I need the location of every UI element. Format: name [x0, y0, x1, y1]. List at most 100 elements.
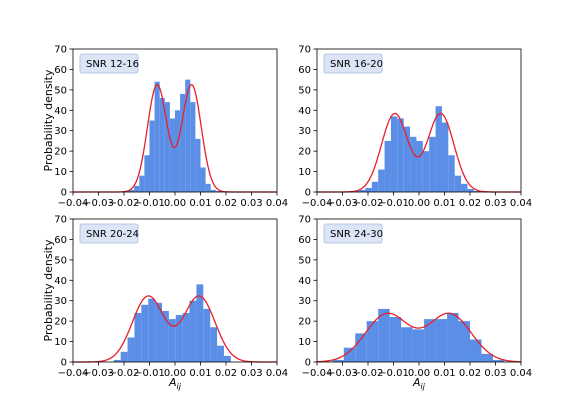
x-tick-label: 0.00 [408, 368, 430, 379]
subplot-1: −0.04−0.03−0.02−0.01 0.00 0.01 0.02 0.03 0.04… [54, 45, 288, 210]
histogram-bar [215, 190, 221, 192]
histogram-bar [139, 175, 145, 192]
histogram-bar [127, 337, 135, 362]
y-tick-label: 20 [298, 147, 311, 158]
histogram-bar [169, 118, 175, 192]
histogram-bar [134, 185, 140, 192]
histogram-bar [365, 187, 372, 192]
subplot-3: −0.04−0.03−0.02−0.01 0.00 0.01 0.02 0.03 0.04… [54, 215, 288, 380]
y-tick-label: 70 [298, 45, 311, 56]
histogram-bar [401, 327, 413, 362]
x-tick-label: −0.01 [134, 198, 165, 209]
histogram-bar [159, 98, 165, 192]
histogram-bar [492, 359, 505, 362]
snr-label-box [79, 53, 139, 74]
histogram-bar [403, 126, 411, 192]
y-tick-label: 20 [298, 317, 311, 328]
histogram-bar [412, 329, 425, 362]
x-tick-label: 0.04 [510, 368, 532, 379]
x-tick-label: 0.01 [189, 198, 211, 209]
y-tick-label: 60 [298, 65, 311, 76]
snr-label-text: SNR 20-24 [86, 229, 139, 240]
histogram-bar [461, 183, 468, 192]
histogram-bar [149, 120, 155, 192]
x-tick-label: 0.03 [240, 198, 262, 209]
histogram-bar [378, 308, 390, 362]
y-tick-label: 40 [54, 106, 67, 117]
histogram-bar [185, 79, 191, 192]
subplot-2: −0.04−0.03−0.02−0.01 0.00 0.01 0.02 0.03 0.04… [298, 45, 532, 210]
x-tick-label: 0.02 [459, 198, 481, 209]
x-tick-label: −0.03 [327, 368, 358, 379]
histogram-bar [223, 355, 231, 362]
y-tick-label: 60 [54, 65, 67, 76]
histogram-bar [190, 102, 196, 192]
snr-label: SNR 16-20 [323, 53, 383, 74]
histogram-bar [175, 315, 183, 362]
histogram-bar [182, 312, 190, 362]
x-tick-label: −0.04 [302, 198, 333, 209]
x-tick-label: −0.02 [109, 198, 140, 209]
y-tick-label: 40 [298, 106, 311, 117]
y-tick-label: 50 [298, 255, 311, 266]
histogram-bar [168, 319, 176, 362]
histogram-bar [371, 181, 379, 192]
histogram-bar [332, 359, 344, 362]
x-tick-label: −0.04 [58, 198, 89, 209]
histogram-bar [154, 81, 160, 192]
y-tick-label: 50 [54, 255, 67, 266]
histogram-bar [429, 136, 436, 192]
snr-label: SNR 20-24 [79, 223, 139, 244]
histogram-bar [180, 93, 186, 192]
histogram-bar [175, 110, 181, 192]
histogram-bar [416, 140, 423, 192]
y-tick-label: 30 [298, 126, 311, 137]
x-tick-label: 0.01 [189, 368, 211, 379]
histogram-bar [148, 298, 156, 362]
histogram-bar [359, 189, 366, 192]
histogram-bar [384, 140, 391, 192]
histogram-bar [200, 167, 206, 192]
y-tick-label: 40 [54, 276, 67, 287]
subplot-4: −0.04−0.03−0.02−0.01 0.00 0.01 0.02 0.03 0.04… [298, 215, 532, 380]
y-tick-label: 0 [305, 188, 311, 199]
x-tick-label: −0.03 [83, 198, 114, 209]
histogram-bar [378, 169, 385, 192]
snr-label-box [323, 53, 383, 74]
x-axis-label-main: A [412, 376, 421, 389]
histogram-bar [196, 284, 204, 362]
x-tick-label: 0.03 [484, 198, 506, 209]
histogram-bar [470, 339, 482, 362]
y-tick-label: 60 [54, 235, 67, 246]
histogram-bar [210, 327, 218, 362]
histogram-bar [422, 151, 430, 192]
y-tick-label: 50 [54, 85, 67, 96]
x-tick-label: 0.04 [510, 198, 532, 209]
histogram-bar [467, 188, 474, 192]
histogram-bar [120, 351, 128, 362]
histogram-bar [389, 317, 402, 362]
histogram-bar [441, 122, 449, 192]
x-tick-label: 0.03 [484, 368, 506, 379]
histogram-bar [164, 102, 170, 192]
histogram-bar [161, 310, 169, 362]
x-tick-label: 0.02 [215, 368, 237, 379]
y-tick-label: 10 [54, 167, 67, 178]
x-tick-label: 0.00 [408, 198, 430, 209]
histogram-bar [343, 347, 356, 362]
x-tick-label: 0.04 [266, 198, 288, 209]
y-tick-label: 0 [61, 188, 67, 199]
x-tick-label: −0.04 [58, 368, 89, 379]
snr-label-text: SNR 12-16 [86, 59, 139, 70]
snr-label-text: SNR 24-30 [330, 229, 383, 240]
y-tick-label: 70 [298, 215, 311, 226]
x-tick-label: −0.01 [378, 198, 409, 209]
histogram-bar [454, 175, 462, 192]
histogram-bar [144, 155, 150, 192]
x-tick-label: 0.00 [164, 198, 186, 209]
histogram-bar [195, 138, 201, 192]
y-tick-label: 30 [54, 126, 67, 137]
snr-label-box [323, 223, 383, 244]
x-tick-label: 0.03 [240, 368, 262, 379]
fit-curve [73, 295, 277, 363]
